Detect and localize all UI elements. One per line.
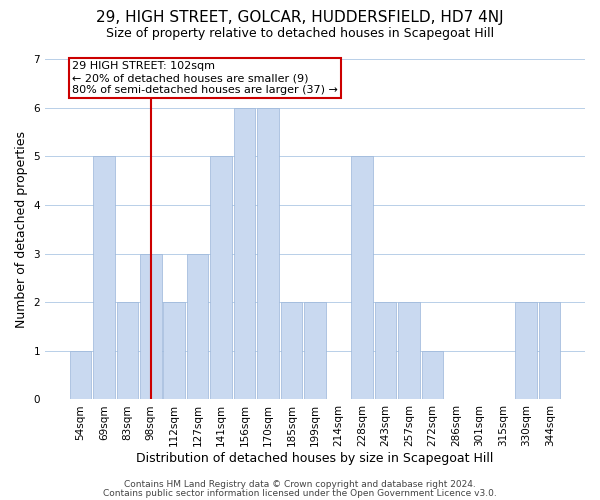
Bar <box>211 156 232 400</box>
Bar <box>234 108 256 400</box>
Text: Size of property relative to detached houses in Scapegoat Hill: Size of property relative to detached ho… <box>106 28 494 40</box>
Y-axis label: Number of detached properties: Number of detached properties <box>15 130 28 328</box>
Text: 29 HIGH STREET: 102sqm
← 20% of detached houses are smaller (9)
80% of semi-deta: 29 HIGH STREET: 102sqm ← 20% of detached… <box>72 62 338 94</box>
Text: Contains HM Land Registry data © Crown copyright and database right 2024.: Contains HM Land Registry data © Crown c… <box>124 480 476 489</box>
Text: Contains public sector information licensed under the Open Government Licence v3: Contains public sector information licen… <box>103 488 497 498</box>
Bar <box>351 156 373 400</box>
Bar <box>70 351 91 400</box>
Bar <box>539 302 560 400</box>
Bar <box>515 302 537 400</box>
Bar <box>163 302 185 400</box>
Bar <box>304 302 326 400</box>
Bar <box>116 302 138 400</box>
Text: 29, HIGH STREET, GOLCAR, HUDDERSFIELD, HD7 4NJ: 29, HIGH STREET, GOLCAR, HUDDERSFIELD, H… <box>96 10 504 25</box>
Bar <box>187 254 208 400</box>
X-axis label: Distribution of detached houses by size in Scapegoat Hill: Distribution of detached houses by size … <box>136 452 494 465</box>
Bar <box>374 302 396 400</box>
Bar <box>257 108 279 400</box>
Bar <box>93 156 115 400</box>
Bar <box>281 302 302 400</box>
Bar <box>422 351 443 400</box>
Bar <box>140 254 161 400</box>
Bar <box>398 302 419 400</box>
